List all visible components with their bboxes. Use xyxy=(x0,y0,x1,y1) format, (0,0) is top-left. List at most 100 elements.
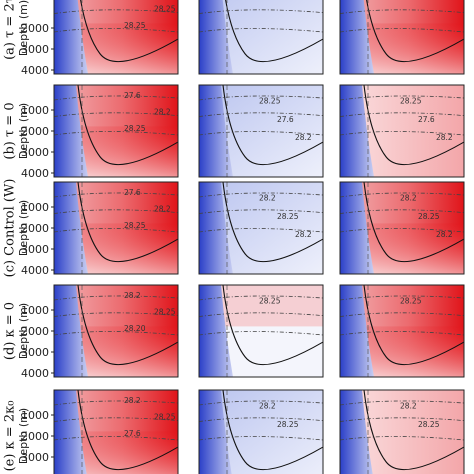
isopycnal-line xyxy=(199,331,323,336)
isopycnal-line xyxy=(54,312,178,317)
panel-frame xyxy=(53,284,179,378)
panel-frame xyxy=(198,0,324,75)
boundary-cool-wedge xyxy=(199,390,232,474)
contour-label: 28.25 xyxy=(124,21,146,30)
contour-label: 28.2 xyxy=(259,401,276,410)
panel-r1-c2: 28.25 27.628.2 xyxy=(339,84,465,178)
panel-r3-c1: 28.25 xyxy=(198,284,324,378)
panel-r1-c1: 28.25 27.628.2 xyxy=(198,84,324,178)
contour-label: 28.25 xyxy=(418,420,440,429)
panel-frame xyxy=(339,84,465,178)
y-tick-label: 2000 xyxy=(21,325,49,338)
contour-label: 28.2 xyxy=(154,204,171,213)
isopycnal-line xyxy=(54,9,178,14)
y-tick-label: 2000 xyxy=(21,22,49,35)
isopycnal-line xyxy=(54,228,178,233)
contour-label: 28.25 xyxy=(154,412,176,421)
isopycnal-line xyxy=(340,436,464,441)
y-tick-label: 3000 xyxy=(21,346,49,359)
contour-label: 28.25 xyxy=(124,221,146,230)
panel-frame xyxy=(339,181,465,275)
contour-label: 28.2 xyxy=(124,396,141,405)
panel-frame xyxy=(53,84,179,178)
isopycnal-line xyxy=(340,95,464,101)
boundary-cool-wedge xyxy=(340,390,373,474)
isopycnal-line xyxy=(340,400,464,406)
boundary-cool-wedge xyxy=(199,0,233,74)
contour-label: 28.25 xyxy=(124,124,146,133)
isopycnal-line xyxy=(340,295,464,301)
row-label-0: (a) τ = 2τ xyxy=(3,0,18,60)
contour-label: 27.6 xyxy=(124,91,141,100)
isopycnal-line xyxy=(340,312,464,317)
isopycnal-line xyxy=(199,400,323,406)
row-label-3: (d) κ = 0 xyxy=(3,302,18,360)
ylabel-4: Depth (m) xyxy=(17,408,30,464)
row-label-2: (c) Control (W) xyxy=(3,179,18,278)
panel-r3-c0: 28.2 28.25 28.20 xyxy=(53,284,179,378)
panel-r0-c2 xyxy=(339,0,465,75)
contour-label: 28.25 xyxy=(400,296,422,305)
isopycnal-line xyxy=(199,112,323,117)
panel-frame xyxy=(53,0,179,75)
contour-label: 28.25 xyxy=(259,96,281,105)
contour-label: 28.25 xyxy=(277,420,299,429)
panel-r3-c2: 28.25 xyxy=(339,284,465,378)
contour-label: 27.6 xyxy=(124,429,141,438)
isopycnal-line xyxy=(199,312,323,317)
y-tick-label: 3000 xyxy=(21,451,49,464)
contour-label: 27.6 xyxy=(124,188,141,197)
y-tick-label: 4000 xyxy=(21,167,49,180)
isopycnal-line xyxy=(340,228,464,233)
isopycnal-line xyxy=(199,228,323,233)
y-tick-label: 1000 xyxy=(21,304,49,317)
panel-frame xyxy=(53,389,179,474)
contour-label: 28.2 xyxy=(400,193,417,202)
isopycnal-line xyxy=(54,417,178,422)
boundary-cool-wedge xyxy=(54,0,88,74)
isopycnal-line xyxy=(199,131,323,136)
boundary-cool-wedge xyxy=(340,85,374,177)
panel-r4-c0: 28.2 28.25 27.6 xyxy=(53,389,179,474)
isopycnal-line xyxy=(199,295,323,301)
isopycnal-line xyxy=(199,417,323,422)
panel-frame xyxy=(339,284,465,378)
isopycnal-line xyxy=(199,436,323,441)
isopycnal-line xyxy=(54,209,178,214)
contour-label: 28.25 xyxy=(418,212,440,221)
contour-label: 28.2 xyxy=(295,230,312,239)
isopycnal-line xyxy=(340,28,464,33)
isopycnal-line xyxy=(340,9,464,14)
boundary-cool-wedge xyxy=(54,85,88,177)
y-tick-label: 4000 xyxy=(21,64,49,77)
contour-label: 28.2 xyxy=(124,291,141,300)
y-tick-label: 1000 xyxy=(21,201,49,214)
isopycnal-line xyxy=(340,192,464,198)
boundary-cool-wedge xyxy=(54,285,88,377)
panel-frame xyxy=(339,0,465,75)
isopycnal-line xyxy=(340,417,464,422)
contour-label: 28.2 xyxy=(259,193,276,202)
panel-frame xyxy=(198,181,324,275)
isopycnal-line xyxy=(199,28,323,33)
contour-label: 28.2 xyxy=(436,133,453,142)
y-tick-label: 2000 xyxy=(21,430,49,443)
ylabel-2: Depth (m) xyxy=(17,200,30,256)
isopycnal-line xyxy=(199,192,323,198)
isopycnal-line xyxy=(54,295,178,301)
contour-label: 28.25 xyxy=(400,96,422,105)
contour-label: 28.2 xyxy=(400,401,417,410)
contour-label: 28.25 xyxy=(154,4,176,13)
boundary-cool-wedge xyxy=(340,0,374,74)
y-tick-label: 1000 xyxy=(21,104,49,117)
contour-label: 28.25 xyxy=(154,307,176,316)
y-tick-label: 2000 xyxy=(21,222,49,235)
y-tick-label: 3000 xyxy=(21,146,49,159)
isopycnal-line xyxy=(54,436,178,441)
boundary-cool-wedge xyxy=(54,390,87,474)
contour-label: 28.2 xyxy=(154,107,171,116)
panel-r2-c0: 27.6 28.2 28.25 xyxy=(53,181,179,275)
contour-label: 27.6 xyxy=(277,115,294,124)
